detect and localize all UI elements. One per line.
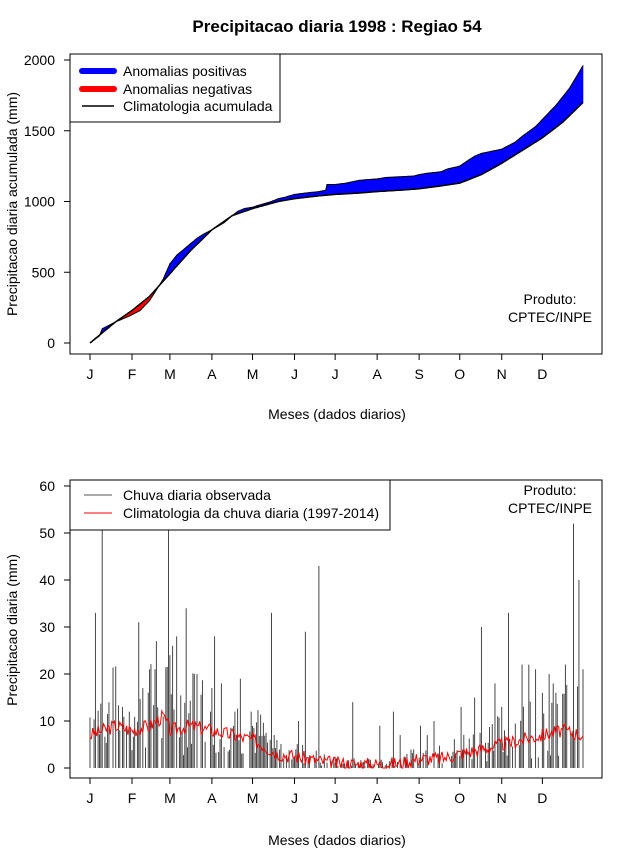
top-xtick-label: A [207,366,217,382]
bottom-ytick-label: 0 [47,760,55,776]
top-y-axis-label: Precipitacao diaria acumulada (mm) [4,92,20,316]
bottom-y-axis-label: Precipitacao diaria (mm) [4,554,20,706]
top-credit-line2: CPTEC/INPE [508,309,592,325]
bottom-xtick-label: J [291,790,298,806]
legend-label-negative: Anomalias negativas [123,81,252,97]
bottom-legend-box [69,479,391,531]
bottom-ytick-label: 40 [39,572,55,588]
top-xtick-label: S [414,366,423,382]
bottom-ytick-label: 50 [39,525,55,541]
legend-label-observed: Chuva diaria observada [123,487,271,503]
bottom-xtick-label: J [332,790,339,806]
top-y-axis: 0 500 1000 1500 2000 [24,52,70,351]
bottom-xtick-label: A [207,790,217,806]
top-plot-frame [69,53,603,355]
observed-cumulative-line [89,65,584,344]
bottom-credit-line1: Produto: [524,482,577,498]
bottom-xtick-label: J [87,790,94,806]
top-xtick-label: J [332,366,339,382]
chart-title: Precipitacao diaria 1998 : Regiao 54 [192,17,482,36]
legend-label-climatology: Climatologia acumulada [123,98,273,114]
bottom-legend: Chuva diaria observada Climatologia da c… [69,479,391,531]
top-xtick-label: J [87,366,94,382]
top-ytick-label: 1000 [24,194,55,210]
cumulative-panel: 0 500 1000 1500 2000 J F M A M J J A S O N D Meses (dad… [4,52,603,422]
bottom-ytick-label: 60 [39,478,55,494]
top-xtick-label: D [537,366,547,382]
bottom-ytick-label: 30 [39,619,55,635]
bottom-xtick-label: D [537,790,547,806]
bottom-ytick-label: 10 [39,713,55,729]
observed-daily-bars [89,523,584,768]
climatology-daily-layer [89,709,584,769]
legend-label-climatology-daily: Climatologia da chuva diaria (1997-2014) [123,505,379,521]
bottom-xtick-label: M [164,790,176,806]
bottom-xtick-label: N [497,790,507,806]
top-xtick-label: O [454,366,465,382]
top-xtick-label: M [247,366,259,382]
bottom-x-axis-label: Meses (dados diarios) [268,832,406,848]
daily-panel: 0 10 20 30 40 50 60 J F M A M J J A S O N D Meses (dados … [4,478,603,848]
top-xtick-label: J [291,366,298,382]
bottom-xtick-label: S [414,790,423,806]
climatology-cumulative-line [89,101,584,344]
bottom-xtick-label: M [247,790,259,806]
bottom-ytick-label: 20 [39,666,55,682]
top-credit-line1: Produto: [524,291,577,307]
bottom-xtick-label: F [128,790,137,806]
bottom-xtick-label: A [372,790,382,806]
top-xtick-label: F [128,366,137,382]
top-ytick-label: 2000 [24,52,55,68]
top-legend: Anomalias positivas Anomalias negativas … [69,53,281,123]
bottom-xtick-label: O [454,790,465,806]
top-ytick-label: 0 [47,335,55,351]
bottom-y-axis: 0 10 20 30 40 50 60 [39,478,70,776]
positive-anomaly-segment [581,64,584,105]
top-xtick-label: N [497,366,507,382]
legend-label-positive: Anomalias positivas [123,63,247,79]
climatology-daily-line [89,709,584,769]
top-x-axis-label: Meses (dados diarios) [268,406,406,422]
top-ytick-label: 500 [32,264,56,280]
top-xtick-label: M [164,366,176,382]
top-ytick-label: 1500 [24,123,55,139]
top-xtick-label: A [372,366,382,382]
bottom-credit-line2: CPTEC/INPE [508,500,592,516]
cumulative-lines-layer [89,65,584,344]
